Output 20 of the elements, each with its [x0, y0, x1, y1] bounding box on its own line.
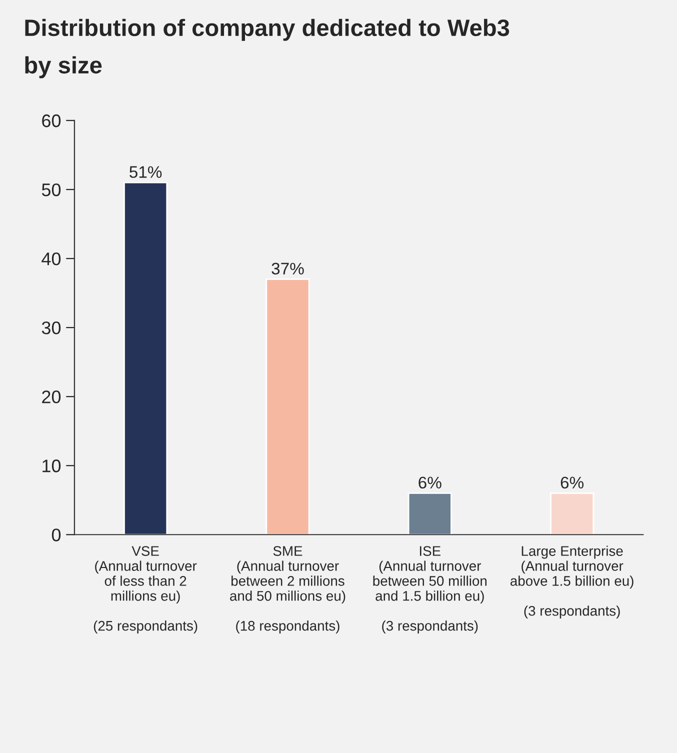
- y-tick-label: 50: [42, 183, 61, 196]
- bar: [408, 492, 452, 535]
- y-tick-label: 30: [42, 321, 61, 334]
- category-label: ISE (Annual turnover between 50 million and 1.5 billion eu) (3 respondants): [373, 546, 487, 634]
- category-label: SME (Annual turnover between 2 millions and 50 millions eu) (18 respondants): [230, 546, 346, 634]
- data-label: 37%: [272, 262, 304, 275]
- bar: [550, 492, 594, 535]
- y-tick-label: 20: [42, 390, 61, 404]
- y-tick-label: 0: [52, 528, 61, 542]
- category-label: VSE (Annual turnover of less than 2 millions eu) (25 respondants): [94, 546, 198, 634]
- data-label: 51%: [130, 166, 162, 178]
- bar: [266, 278, 310, 535]
- data-label: 6%: [418, 476, 442, 489]
- y-tick-label: 10: [42, 460, 61, 472]
- y-tick-label: 40: [42, 252, 61, 266]
- chart-title: Distribution of company dedicated to Web3 by size: [25, 18, 510, 78]
- bar: [124, 182, 168, 535]
- data-label: 6%: [560, 476, 584, 489]
- category-label: Large Enterprise (Annual turnover above 1.5 billion eu) (3 respondants): [510, 546, 634, 619]
- y-tick-label: 60: [42, 114, 61, 128]
